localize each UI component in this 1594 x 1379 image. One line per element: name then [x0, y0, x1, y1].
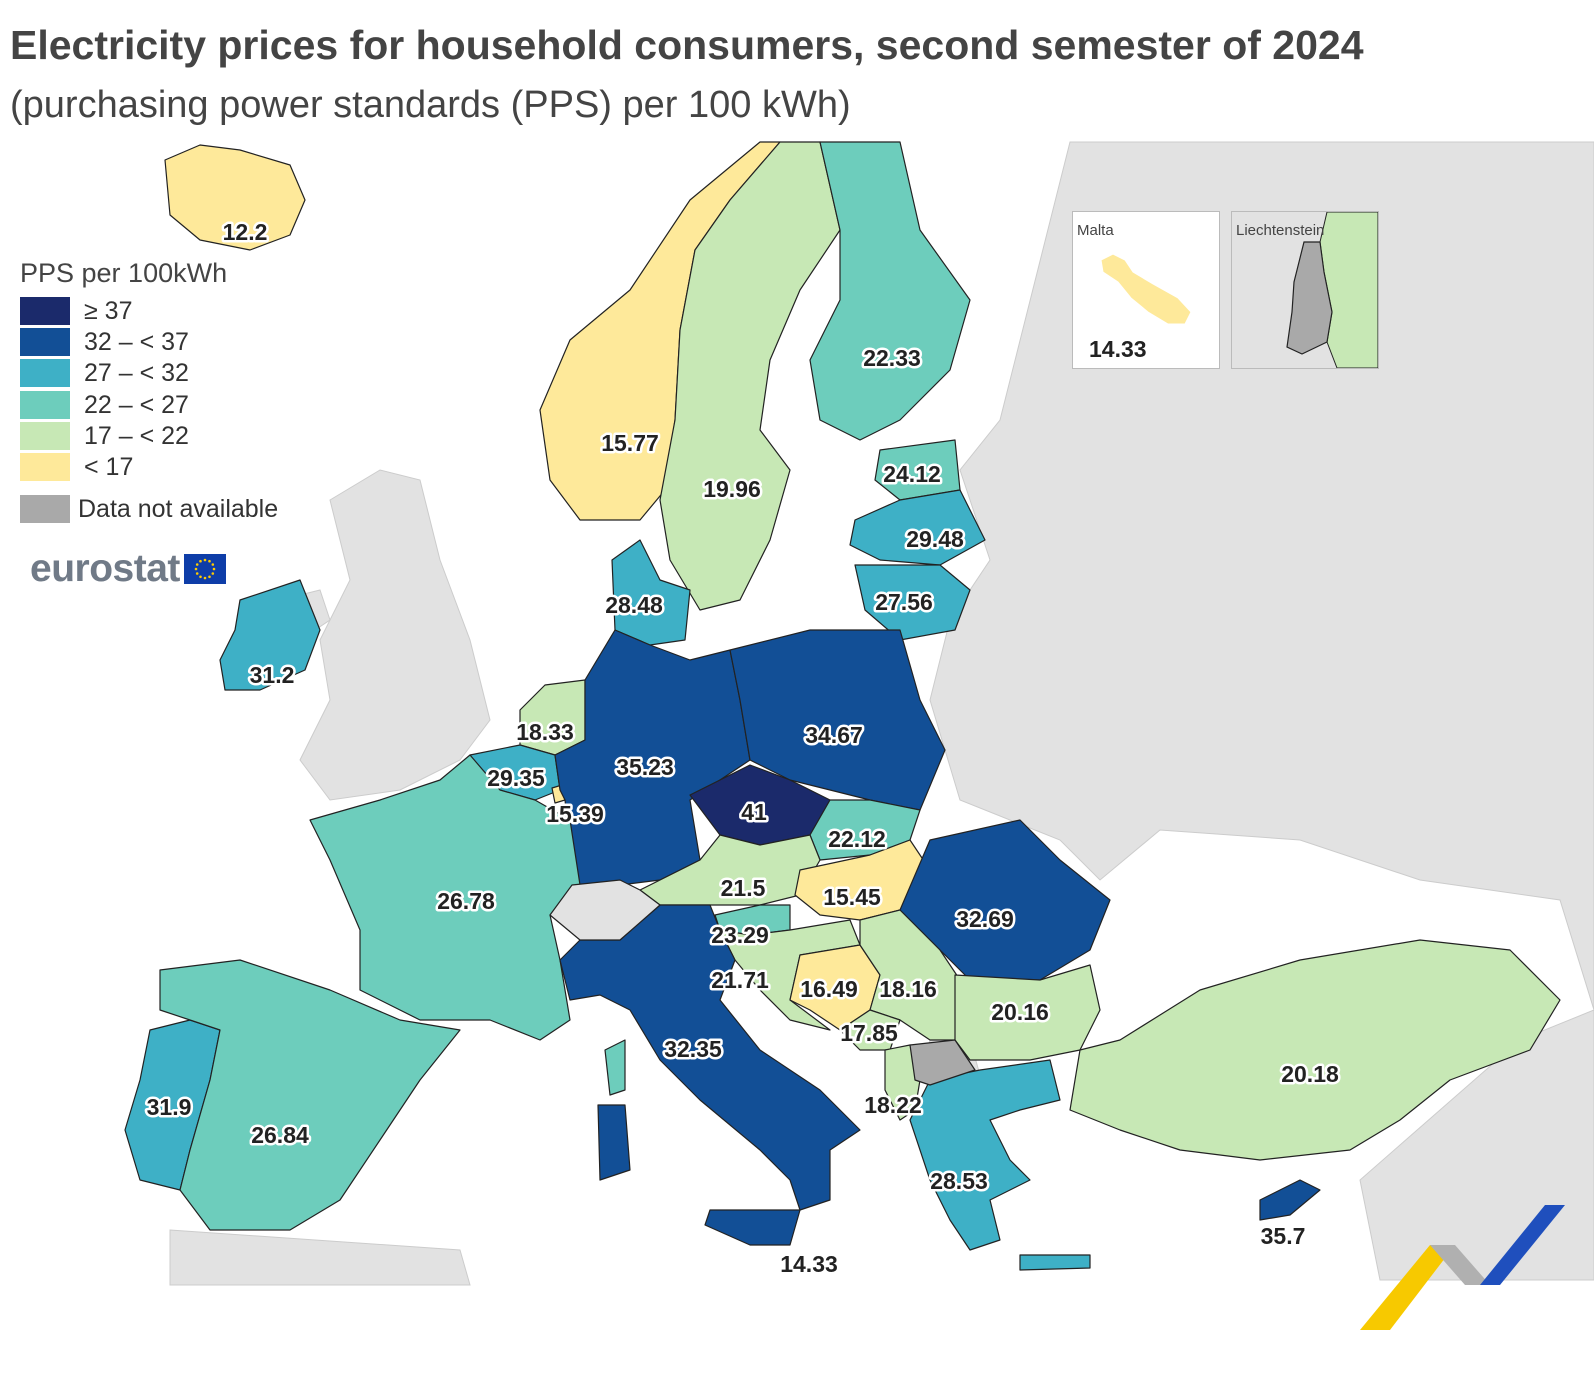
legend-item-no-data: Data not available — [20, 494, 278, 524]
country-turkiye[interactable] — [1069, 939, 1561, 1161]
label-ireland: 31.2 — [250, 662, 295, 688]
legend-title: PPS per 100kWh — [20, 258, 228, 288]
legend-item: 22 – < 27 — [20, 390, 189, 420]
country-italy-sicily[interactable] — [704, 1209, 801, 1246]
label-malta: 14.33 — [780, 1251, 838, 1277]
label-iceland: 12.2 — [223, 219, 268, 245]
country-sweden[interactable] — [659, 141, 841, 611]
label-greece: 28.53 — [930, 1168, 988, 1194]
inset-title: Malta — [1077, 222, 1114, 239]
legend-item: 32 – < 37 — [20, 327, 189, 357]
label-france: 26.78 — [437, 888, 495, 914]
country-north-macedonia-no-data[interactable] — [909, 1039, 976, 1086]
country-italy[interactable] — [559, 904, 861, 1211]
malta-shape — [1100, 253, 1192, 325]
label-germany: 35.23 — [616, 754, 674, 780]
label-albania: 18.22 — [864, 1092, 922, 1118]
label-austria: 21.5 — [721, 875, 766, 901]
legend-swatch — [20, 328, 70, 356]
legend-swatch — [20, 453, 70, 481]
label-estonia: 24.12 — [883, 461, 941, 487]
legend-label: 27 – < 32 — [84, 358, 189, 387]
country-italy-sardinia[interactable] — [597, 1104, 631, 1181]
label-norway: 15.77 — [601, 430, 659, 456]
legend-label: 32 – < 37 — [84, 327, 189, 356]
legend-label: 22 – < 27 — [84, 390, 189, 419]
label-netherlands: 18.33 — [516, 719, 574, 745]
inset-value: 14.33 — [1089, 336, 1147, 362]
eu-flag-icon — [183, 554, 226, 584]
country-iceland[interactable] — [164, 144, 306, 251]
legend-label: 17 – < 22 — [84, 421, 189, 450]
country-montenegro[interactable] — [839, 1009, 901, 1051]
countries — [124, 141, 1561, 1271]
non-member-land — [169, 141, 1594, 1286]
label-slovakia: 22.12 — [828, 826, 886, 852]
chart-subtitle: (purchasing power standards (PPS) per 10… — [10, 84, 851, 126]
legend-label: ≥ 37 — [84, 296, 133, 325]
label-turkiye: 20.18 — [1281, 1061, 1339, 1087]
country-switzerland-no-data[interactable] — [549, 879, 661, 941]
legend-label: < 17 — [84, 452, 134, 481]
label-poland: 34.67 — [805, 722, 863, 748]
country-greece[interactable] — [909, 1059, 1061, 1251]
label-italy: 32.35 — [664, 1036, 722, 1062]
eurostat-corner-graphic — [1360, 1205, 1565, 1330]
label-romania: 32.69 — [956, 906, 1014, 932]
country-cyprus[interactable] — [1259, 1179, 1321, 1221]
label-denmark: 28.48 — [605, 592, 663, 618]
country-slovakia[interactable] — [809, 799, 921, 861]
value-labels: 12.2 15.77 19.96 22.33 24.12 29.48 27.56… — [144, 217, 1341, 1280]
label-serbia: 18.16 — [879, 976, 937, 1002]
label-belgium: 29.35 — [487, 765, 545, 791]
label-finland: 22.33 — [863, 345, 921, 371]
label-lithuania: 27.56 — [875, 589, 933, 615]
label-portugal: 31.9 — [147, 1094, 192, 1120]
label-slovenia: 23.29 — [711, 922, 769, 948]
eurostat-logo: eurostat — [30, 547, 226, 591]
label-latvia: 29.48 — [906, 526, 964, 552]
label-croatia: 21.71 — [711, 967, 769, 993]
inset-malta: Malta 14.33 — [1072, 211, 1220, 369]
legend-item: 17 – < 22 — [20, 421, 189, 451]
label-luxembourg: 15.39 — [546, 801, 604, 827]
legend-swatch — [20, 297, 70, 325]
liechtenstein-shape — [1232, 212, 1378, 368]
chart-title: Electricity prices for household consume… — [10, 22, 1364, 68]
legend-swatch — [20, 422, 70, 450]
country-latvia[interactable] — [849, 489, 986, 566]
legend-item: < 17 — [20, 452, 133, 482]
country-france[interactable] — [309, 754, 581, 1041]
inset-title: Liechtenstein — [1236, 222, 1325, 239]
country-france-corsica[interactable] — [604, 1039, 626, 1096]
label-bosnia: 16.49 — [800, 976, 858, 1002]
legend-label: Data not available — [78, 494, 279, 523]
legend-swatch — [20, 359, 70, 387]
legend-item: ≥ 37 — [20, 296, 132, 326]
label-spain: 26.84 — [251, 1122, 309, 1148]
legend-swatch — [20, 495, 70, 523]
country-ireland[interactable] — [219, 579, 321, 691]
label-czechia: 41 — [741, 799, 767, 825]
label-montenegro: 17.85 — [840, 1020, 898, 1046]
country-greece-crete[interactable] — [1019, 1254, 1091, 1271]
label-bulgaria: 20.16 — [991, 999, 1049, 1025]
label-hungary: 15.45 — [823, 884, 881, 910]
country-finland[interactable] — [809, 141, 971, 441]
logo-text: eurostat — [30, 547, 180, 590]
label-sweden: 19.96 — [703, 476, 761, 502]
label-cyprus: 35.7 — [1261, 1223, 1306, 1249]
country-lithuania[interactable] — [854, 564, 971, 641]
inset-liechtenstein: Liechtenstein — [1231, 211, 1379, 369]
legend-item: 27 – < 32 — [20, 358, 189, 388]
legend-swatch — [20, 391, 70, 419]
country-spain[interactable] — [159, 959, 461, 1231]
country-serbia[interactable] — [859, 909, 961, 1041]
